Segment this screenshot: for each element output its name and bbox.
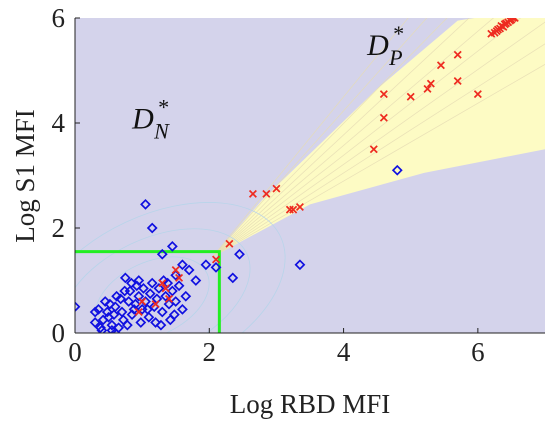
x-tick-label: 2 — [203, 337, 217, 367]
region-label-subscript: N — [153, 118, 170, 143]
y-axis-label: Log S1 MFI — [10, 109, 40, 243]
region-label-subscript: P — [388, 45, 402, 70]
x-tick-label: 0 — [68, 337, 82, 367]
x-tick-label: 4 — [337, 337, 351, 367]
y-tick-label: 2 — [52, 213, 66, 243]
region-label-negative: D — [131, 102, 154, 135]
x-tick-label: 6 — [471, 337, 485, 367]
x-axis-label: Log RBD MFI — [230, 389, 391, 419]
y-tick-label: 4 — [52, 108, 66, 138]
y-tick-label: 6 — [52, 3, 66, 33]
y-tick-label: 0 — [52, 318, 66, 348]
region-label-positive: D — [366, 29, 389, 62]
region-label-superscript: * — [157, 94, 168, 119]
region-label-superscript: * — [392, 21, 403, 46]
